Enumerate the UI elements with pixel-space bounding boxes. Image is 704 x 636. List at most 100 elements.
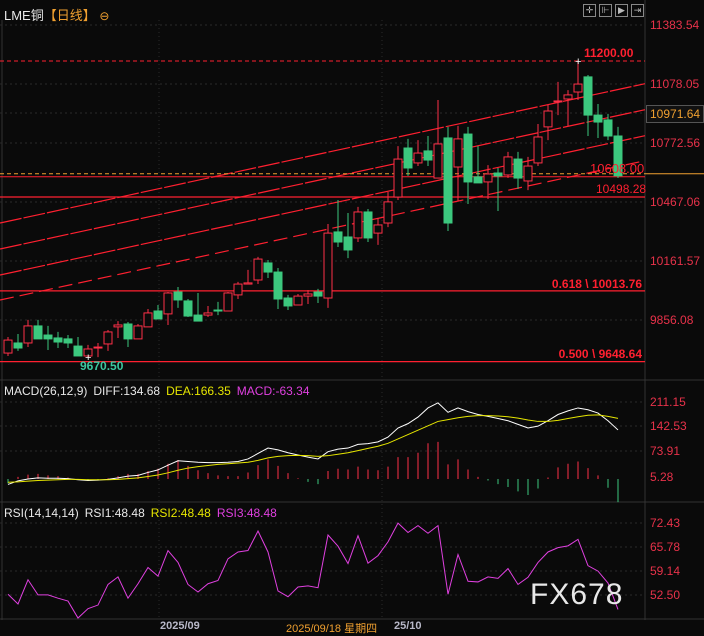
rsi-axis-label: 59.14 xyxy=(650,564,681,578)
candle-body xyxy=(383,201,393,224)
candle-body xyxy=(473,176,483,184)
candle-body xyxy=(563,94,573,100)
macd-axis-label: 5.28 xyxy=(650,470,674,484)
candle-body xyxy=(163,292,173,315)
candle-body xyxy=(223,292,233,312)
candle-body xyxy=(503,156,513,176)
candle-body xyxy=(353,211,363,239)
date-label: 2025/09 xyxy=(160,620,200,632)
candle-body xyxy=(203,312,213,316)
cursor-date-label: 2025/09/18 星期四 xyxy=(286,623,378,635)
candle-body xyxy=(293,295,303,306)
dea-line xyxy=(7,414,619,483)
rsi-line xyxy=(7,522,619,619)
candle-body xyxy=(423,150,433,161)
candle-body xyxy=(573,83,583,93)
rsi1-value: RSI1:48.48 xyxy=(84,506,145,520)
watermark: FX678 xyxy=(530,578,624,611)
candle-body xyxy=(3,339,13,354)
candle-body xyxy=(413,152,423,164)
candle-body xyxy=(313,291,323,297)
candle-body xyxy=(113,324,123,328)
rsi-axis-label: 65.78 xyxy=(650,540,681,554)
candle-body xyxy=(133,325,143,340)
candle-body xyxy=(343,236,353,251)
trend-channel-line xyxy=(0,160,646,301)
candle-body xyxy=(183,300,193,317)
candle-body xyxy=(403,147,413,169)
chart-title: LME铜【日线】 ⊖ xyxy=(4,5,109,24)
candle-body xyxy=(143,312,153,328)
price-axis-label: 9856.08 xyxy=(650,313,694,327)
candle-body xyxy=(333,231,343,243)
macd-header: MACD(26,12,9) DIFF:134.68 DEA:166.35 MACD:-… xyxy=(4,384,316,398)
fib-500-label: 0.500 \ 9648.64 xyxy=(558,347,642,361)
low-marker-icon: + xyxy=(85,352,91,364)
period-label[interactable]: 【日线】 xyxy=(43,8,96,23)
crosshair-icon[interactable]: ✛ xyxy=(583,4,596,17)
candle-body xyxy=(373,224,383,234)
candle-body xyxy=(533,136,543,164)
macd-axis-label: 73.91 xyxy=(650,444,681,458)
candle-body xyxy=(463,133,473,183)
candle-body xyxy=(123,323,133,340)
candle-body xyxy=(273,271,283,300)
candle-body xyxy=(363,211,373,239)
macd-value: MACD:-63.34 xyxy=(236,384,310,398)
candle-body xyxy=(513,158,523,179)
level-label: 10498.28 xyxy=(596,182,647,196)
candle-body xyxy=(443,137,453,224)
candle-body xyxy=(553,100,563,103)
macd-axis-label: 211.15 xyxy=(650,395,686,409)
candle-body xyxy=(233,283,243,296)
candle-body xyxy=(303,293,313,297)
candle-body xyxy=(103,331,113,345)
candle-body xyxy=(23,325,33,344)
price-axis-label: 11383.54 xyxy=(650,18,700,32)
jump-end-icon[interactable]: ⇥ xyxy=(631,4,644,17)
candle-body xyxy=(193,314,203,322)
price-axis-label: 10467.06 xyxy=(650,195,701,209)
candle-body xyxy=(583,76,593,116)
candle-body xyxy=(243,282,253,285)
diff-value: DIFF:134.68 xyxy=(93,384,161,398)
candle-body xyxy=(73,345,83,357)
candle-body xyxy=(393,158,403,198)
play-right-icon[interactable]: ▶ xyxy=(615,4,628,17)
candle-body xyxy=(433,143,443,179)
candle-body xyxy=(93,346,103,349)
diff-line xyxy=(7,402,619,485)
candle-body xyxy=(523,165,533,182)
candle-body xyxy=(283,297,293,307)
candle-body xyxy=(13,342,23,349)
rsi2-value: RSI2:48.48 xyxy=(150,506,211,520)
high-marker-icon: + xyxy=(575,56,581,68)
price-axis-label: 10772.56 xyxy=(650,136,701,150)
low-price-label: 9670.50 xyxy=(80,359,124,373)
candle-body xyxy=(53,337,63,343)
candle-body xyxy=(263,262,273,273)
last-close-label: 10608.00 xyxy=(590,161,645,176)
range-left-icon[interactable]: ⊩ xyxy=(599,4,612,17)
price-axis-label: 11078.05 xyxy=(650,77,700,91)
rsi-header: RSI(14,14,14) RSI1:48.48 RSI2:48.48 RSI3:48… xyxy=(4,506,283,520)
candle-body xyxy=(593,114,603,123)
fib-618-label: 0.618 \ 10013.76 xyxy=(551,277,642,291)
price-axis-label: 10161.57 xyxy=(650,254,701,268)
candle-body xyxy=(213,309,223,312)
circle-minus-icon[interactable]: ⊖ xyxy=(99,9,110,23)
rsi-title: RSI(14,14,14) xyxy=(4,506,79,520)
candle-body xyxy=(603,119,613,137)
candle-body xyxy=(323,232,333,299)
rsi-axis-label: 72.43 xyxy=(650,516,681,530)
candle-body xyxy=(483,173,493,183)
candle-body xyxy=(63,338,73,344)
candle-body xyxy=(33,325,43,340)
candle-body xyxy=(153,310,163,320)
candle-body xyxy=(83,348,93,357)
dea-value: DEA:166.35 xyxy=(166,384,231,398)
current-price-label: 10971.64 xyxy=(646,105,704,123)
macd-axis-label: 142.53 xyxy=(650,419,687,433)
macd-title: MACD(26,12,9) xyxy=(4,384,88,398)
